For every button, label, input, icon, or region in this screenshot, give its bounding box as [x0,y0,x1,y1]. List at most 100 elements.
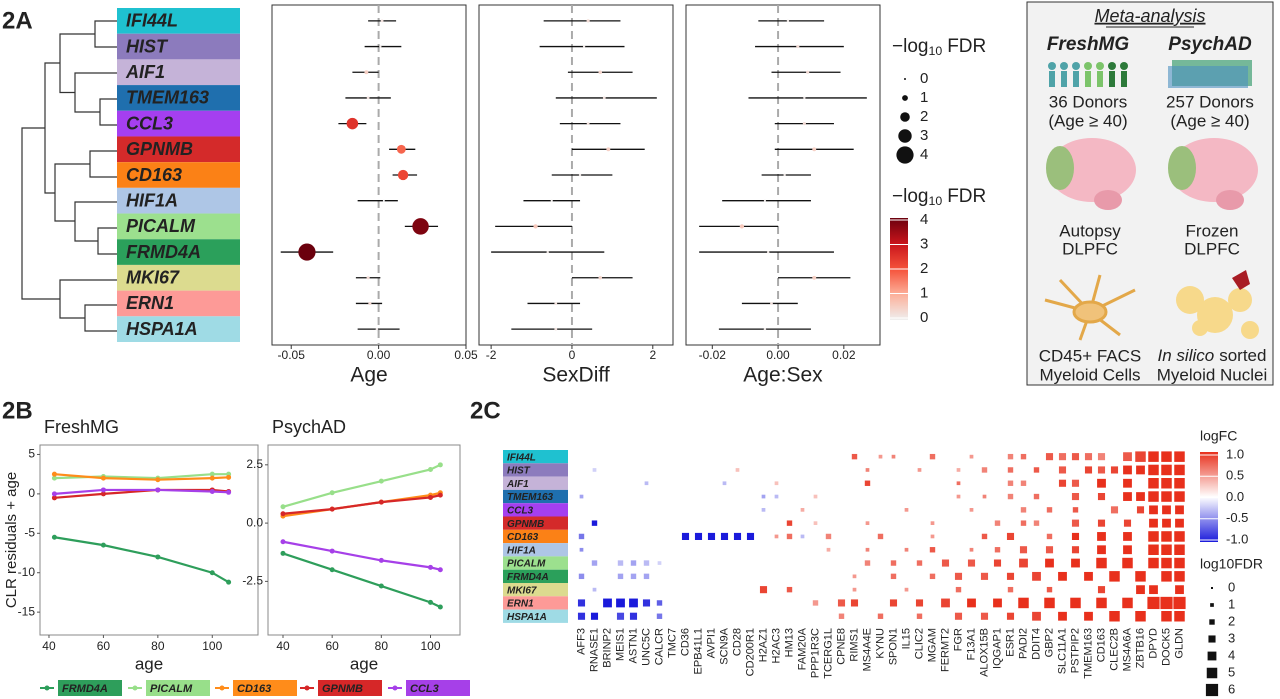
heat-cell [1123,519,1132,527]
heat-cell [1071,453,1080,461]
heat-cell [956,494,961,499]
gene-box [117,33,240,60]
point [437,567,443,573]
x-tick-label: 0.00 [367,348,391,362]
size-legend-label: 1 [920,89,928,106]
column-label: PSTPIP2 [1069,628,1081,673]
heat-cell [1033,467,1040,473]
heat-cell [850,599,859,607]
estimate-dot [783,173,786,177]
heat-cell [929,547,936,553]
size-legend-square [1207,651,1217,661]
point [51,495,57,501]
column-label: RIMS1 [848,628,860,662]
y-tick-label: -15 [18,604,36,618]
row-label: AIF1 [506,479,529,490]
estimate-dot [554,302,558,305]
estimate-dot [806,70,810,74]
size-legend-dot [900,112,910,122]
donors: 36 Donors [1049,92,1127,111]
x-tick-label: 40 [276,639,290,653]
size-legend-label: 4 [1228,647,1235,662]
point [329,490,335,496]
heat-cell [838,613,845,619]
point [226,489,232,495]
row-label: ERN1 [507,599,534,610]
heat-cell [917,468,922,472]
heat-cell [878,454,883,459]
point [209,475,215,481]
gene-box [117,136,240,163]
heat-cell [1174,451,1185,462]
heat-cell [591,520,598,526]
heat-cell [904,508,909,512]
panel-title: PsychAD [272,417,346,437]
heat-cell [930,521,935,525]
color-bar-label: 1 [920,284,928,301]
color-bar-label: 1.0 [1226,446,1244,461]
heat-cell [1096,557,1107,569]
heat-cell [616,598,625,608]
estimate-dot [796,44,800,49]
heat-cell [825,533,832,540]
estimate-dot [763,199,767,202]
column-label: TCERG1L [822,628,834,679]
heat-cell [1136,492,1145,501]
heat-cell [1097,532,1106,541]
estimate-dot [767,250,770,254]
legend-title-part: FDR [947,186,986,207]
column-label: CPNE8 [835,628,847,665]
cohort-name: PsychAD [1168,34,1252,55]
heat-cell [579,547,584,552]
heat-cell [891,454,896,459]
gene-box [117,290,240,317]
gene-label: AIF1 [125,62,165,82]
estimate-dot [412,218,429,235]
heat-cell [786,533,793,540]
gene-label: MKI67 [126,268,180,288]
heat-cell [1044,597,1055,609]
legend-swatch [304,685,310,691]
gene-box [117,59,240,86]
point [329,548,335,554]
tissue: DLPFC [1062,239,1118,258]
row-box [503,503,568,517]
x-tick-label: 100 [202,639,222,653]
color-bar-label: 0.5 [1226,468,1244,483]
legend-title: −log10 FDR [892,186,986,208]
heat-cell [1135,451,1146,462]
column-label: ASTN1 [627,628,639,663]
legend-box [58,680,122,696]
heat-cell [759,586,768,594]
heat-cell [1045,558,1054,568]
point [51,471,57,477]
panel-label: 2B [2,397,33,424]
heat-cell [980,572,989,580]
heat-cell [616,612,625,620]
size-legend-label: 3 [1228,630,1235,645]
heat-cell [1136,465,1145,475]
y-tick-label: -2.5 [242,574,263,588]
heat-cell [1123,545,1132,555]
heat-cell [1097,519,1106,527]
heat-cell [629,612,638,620]
column-label: HM13 [783,628,795,657]
estimate-dot [368,301,372,306]
row-box [503,609,568,623]
heat-cell [1019,546,1028,554]
column-label: CD163 [1095,628,1107,662]
heat-cell [592,587,597,592]
column-label: SPON1 [887,628,899,665]
estimate-dot [366,276,370,280]
estimate-dot [546,250,549,254]
heat-cell [1148,451,1159,462]
x-tick-label: -2 [486,348,497,362]
heat-cell [1006,612,1015,620]
size-legend-label: 0 [1228,579,1235,594]
heat-cell [1006,572,1015,580]
heat-cell [1097,586,1106,594]
heat-cell [1123,492,1132,501]
row-label: TMEM163 [507,492,554,503]
heat-cell [1110,506,1119,514]
